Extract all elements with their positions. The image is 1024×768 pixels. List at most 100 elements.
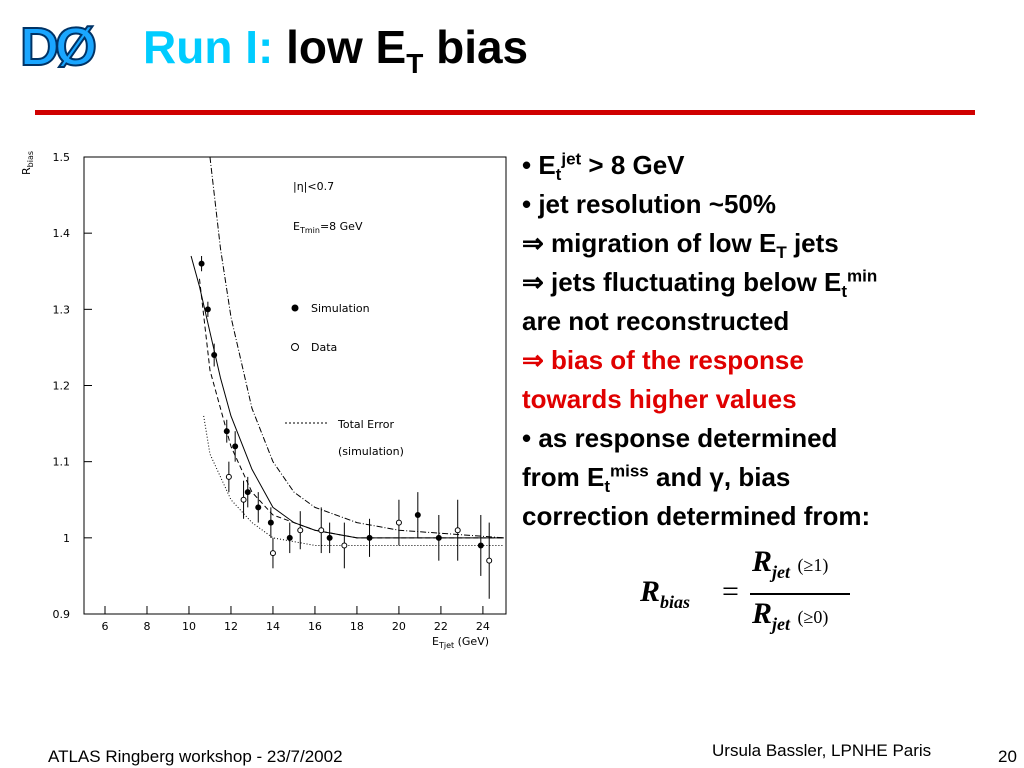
text-part: jet bbox=[772, 562, 791, 582]
simulation-point bbox=[211, 352, 218, 359]
formula: Rbias = Rjet (≥1) Rjet (≥0) bbox=[640, 545, 880, 645]
bottom-curve bbox=[203, 415, 504, 546]
bullet: from Etmiss and γ, bias bbox=[522, 458, 877, 497]
page-number: 20 bbox=[998, 747, 1017, 766]
simulation-point bbox=[326, 534, 333, 541]
text-part: from E bbox=[522, 462, 605, 492]
logo: DØ bbox=[19, 16, 98, 78]
lower-curve bbox=[198, 278, 504, 539]
data-point bbox=[297, 527, 304, 534]
y-tick-label: 0.9 bbox=[53, 608, 71, 621]
y-tick-label: 1.4 bbox=[53, 227, 71, 240]
text-part: • E bbox=[522, 150, 556, 180]
x-tick-label: 8 bbox=[143, 620, 150, 633]
text-part: bias bbox=[660, 592, 691, 612]
formula-den: Rjet (≥0) bbox=[752, 597, 828, 635]
simulation-point bbox=[286, 534, 293, 541]
text-part: jet bbox=[561, 149, 582, 169]
text-part: jets bbox=[786, 228, 839, 258]
simulation-point bbox=[232, 443, 239, 450]
legend-data-marker bbox=[291, 343, 299, 351]
data-point bbox=[225, 473, 232, 480]
bullet-list: • Etjet > 8 GeV • jet resolution ~50% ⇒ … bbox=[522, 146, 877, 536]
text-part: Tjet bbox=[438, 641, 454, 650]
title-main: low E bbox=[286, 21, 407, 73]
text-part: towards higher values bbox=[522, 384, 797, 414]
text-part: R bbox=[752, 597, 773, 630]
legend-sim-marker bbox=[291, 304, 299, 312]
data-point bbox=[269, 550, 276, 557]
bullet: • Etjet > 8 GeV bbox=[522, 146, 877, 185]
text-part: E bbox=[293, 220, 300, 233]
text-part: jet bbox=[772, 614, 791, 634]
simulation-point bbox=[435, 534, 442, 541]
x-tick-label: 20 bbox=[392, 620, 406, 633]
text-part: R bbox=[752, 545, 773, 578]
simulation-point bbox=[477, 542, 484, 549]
text-part: (GeV) bbox=[454, 635, 489, 648]
x-tick-label: 24 bbox=[476, 620, 490, 633]
y-tick-label: 1.2 bbox=[53, 380, 71, 393]
x-tick-label: 18 bbox=[350, 620, 364, 633]
text-part: • jet resolution ~50% bbox=[522, 189, 777, 219]
legend-error-note: (simulation) bbox=[338, 445, 404, 458]
title-rule bbox=[35, 110, 975, 115]
upper-curve bbox=[209, 156, 504, 539]
x-tick-label: 10 bbox=[182, 620, 196, 633]
simulation-point bbox=[366, 534, 373, 541]
plot: Rbias ETjet (GeV) |η|<0.7 ETmin=8 GeV Si… bbox=[20, 151, 507, 650]
text-part: t bbox=[555, 165, 562, 185]
bullet: ⇒ bias of the response bbox=[522, 341, 877, 380]
footer-author: Ursula Bassler, LPNHE Paris bbox=[712, 741, 932, 760]
x-tick-label: 16 bbox=[308, 620, 322, 633]
text-part: T bbox=[776, 243, 787, 263]
bullet: ⇒ jets fluctuating below Etmin bbox=[522, 263, 877, 302]
y-tick-label: 1.5 bbox=[53, 151, 71, 164]
text-part: • as response determined bbox=[522, 423, 838, 453]
x-tick-label: 14 bbox=[266, 620, 280, 633]
y-tick-label: 1.3 bbox=[53, 303, 71, 316]
data-point bbox=[486, 557, 493, 564]
simulation-point bbox=[267, 519, 274, 526]
fit-curve bbox=[190, 255, 504, 539]
text-part: ⇒ bias of the response bbox=[522, 345, 804, 375]
text-part: Tmin bbox=[299, 226, 320, 235]
text-part: R bbox=[20, 167, 33, 175]
text-part: R bbox=[640, 575, 661, 608]
formula-eq: = bbox=[722, 575, 739, 608]
text-part: min bbox=[847, 266, 878, 286]
text-part: (≥0) bbox=[797, 607, 829, 627]
data-point bbox=[341, 542, 348, 549]
threshold-label: ETmin=8 GeV bbox=[293, 220, 363, 235]
simulation-point bbox=[223, 428, 230, 435]
bullet: correction determined from: bbox=[522, 497, 877, 536]
text-part: are not reconstructed bbox=[522, 306, 790, 336]
y-tick-label: 1.1 bbox=[53, 456, 71, 469]
bullet: • as response determined bbox=[522, 419, 877, 458]
text-part: bias bbox=[26, 151, 35, 167]
bullet: ⇒ migration of low ET jets bbox=[522, 224, 877, 263]
simulation-point bbox=[255, 504, 262, 511]
y-tick-label: 1 bbox=[63, 532, 70, 545]
simulation-point bbox=[198, 260, 205, 267]
x-tick-label: 6 bbox=[101, 620, 108, 633]
legend-data: Data bbox=[311, 341, 337, 354]
footer-left: ATLAS Ringberg workshop - 23/7/2002 bbox=[48, 747, 343, 766]
x-tick-label: 22 bbox=[434, 620, 448, 633]
bullet: • jet resolution ~50% bbox=[522, 185, 877, 224]
title-end: bias bbox=[423, 21, 529, 73]
simulation-point bbox=[244, 489, 251, 496]
cut-label: |η|<0.7 bbox=[293, 180, 334, 193]
title-sub: T bbox=[406, 48, 424, 80]
formula-num: Rjet (≥1) bbox=[752, 545, 828, 583]
text-part: t bbox=[604, 477, 611, 497]
bullet: are not reconstructed bbox=[522, 302, 877, 341]
text-part: miss bbox=[610, 461, 649, 481]
slide-title: Run I: low ET bias bbox=[143, 20, 528, 80]
text-part: ⇒ jets fluctuating below E bbox=[522, 267, 842, 297]
x-tick-label: 12 bbox=[224, 620, 238, 633]
formula-lhs: Rbias bbox=[640, 575, 690, 613]
text-part: ⇒ migration of low E bbox=[522, 228, 777, 258]
data-point bbox=[454, 527, 461, 534]
